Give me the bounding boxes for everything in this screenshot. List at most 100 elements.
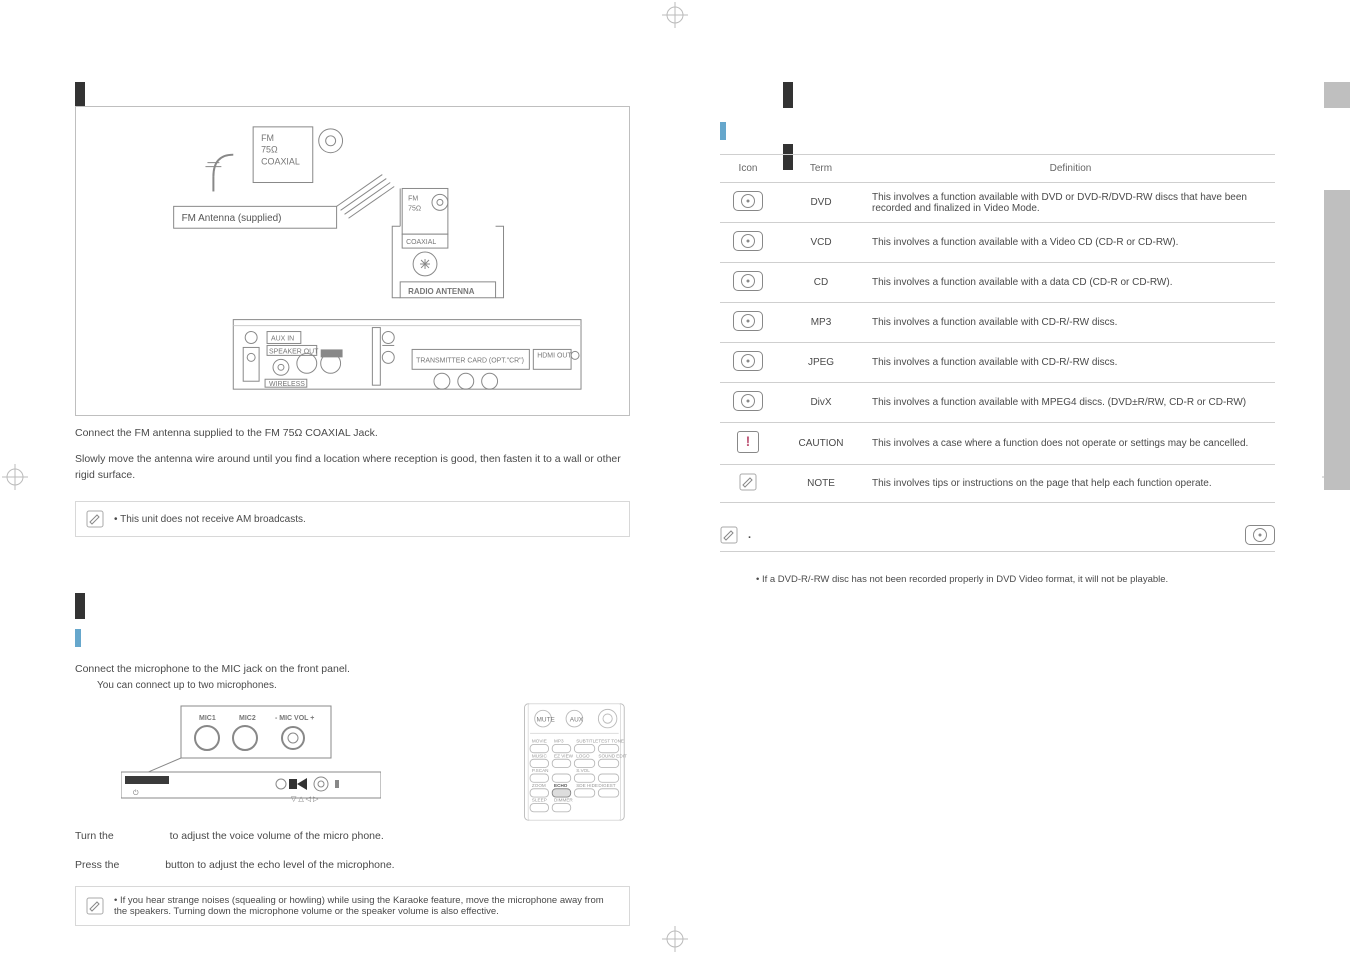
callout-period: . (748, 529, 751, 541)
cell-definition: This involves a function available with … (866, 383, 1275, 423)
svg-text:COAXIAL: COAXIAL (406, 239, 436, 246)
table-header-row: Icon Term Definition (720, 155, 1275, 183)
step-1-text: Connect the FM antenna supplied to the F… (75, 427, 378, 439)
fig-antenna-supplied-label: FM Antenna (supplied) (182, 213, 282, 224)
svg-text:SOUND EDIT: SOUND EDIT (599, 753, 628, 758)
svg-text:EZ VIEW: EZ VIEW (554, 753, 574, 758)
accent-bar-icon (720, 122, 726, 140)
registration-mark-top (662, 2, 688, 28)
note-box-karaoke: • If you hear strange noises (squealing … (75, 886, 630, 926)
svg-text:WIRELESS: WIRELESS (269, 381, 305, 388)
cell-term: DivX (776, 383, 866, 423)
cell-term: CD (776, 263, 866, 303)
svg-text:TRANSMITTER CARD (OPT."CR"): TRANSMITTER CARD (OPT."CR") (416, 357, 524, 364)
table-row: VCDThis involves a function available wi… (720, 223, 1275, 263)
table-row: JPEGThis involves a function available w… (720, 343, 1275, 383)
divider (720, 551, 1275, 552)
disc-icon (1245, 525, 1275, 545)
step-2: Slowly move the antenna wire around unti… (75, 452, 630, 484)
pencil-icon (720, 526, 738, 544)
table-row: DivXThis involves a function available w… (720, 383, 1275, 423)
svg-text:HDMI OUT: HDMI OUT (537, 352, 572, 359)
svg-text:MUSIC: MUSIC (532, 753, 548, 758)
remote-figure: MUTE AUX MOVIE MUSIC P.SCAN ZOOM (519, 702, 630, 822)
table-row: DVDThis involves a function available wi… (720, 183, 1275, 223)
svg-text:FM: FM (408, 195, 418, 202)
cell-definition: This involves a function available with … (866, 303, 1275, 343)
note-box-am: • This unit does not receive AM broadcas… (75, 501, 630, 537)
front-panel-figure: MIC1 MIC2 - MIC VOL + (121, 702, 381, 802)
cell-icon (720, 183, 776, 223)
svg-text:SUBTITLE: SUBTITLE (576, 739, 598, 744)
th-icon: Icon (720, 155, 776, 183)
caution-icon (737, 431, 759, 453)
cell-icon (720, 263, 776, 303)
disc-icon (733, 391, 763, 411)
registration-mark-left (2, 464, 28, 490)
svg-text:SDE HIDE: SDE HIDE (576, 783, 598, 788)
accent-bar-icon (75, 629, 81, 647)
icons-table: Icon Term Definition DVDThis involves a … (720, 154, 1275, 503)
cell-definition: This involves a function available with … (866, 343, 1275, 383)
svg-text:DIMMER: DIMMER (554, 798, 573, 803)
pencil-icon (739, 473, 757, 491)
svg-text:AUX IN: AUX IN (271, 335, 294, 342)
pencil-icon (86, 510, 104, 528)
mic-step-3: Press the button to adjust the echo leve… (75, 857, 630, 874)
cell-icon (720, 465, 776, 503)
cell-definition: This involves a function available with … (866, 183, 1275, 223)
cell-icon (720, 223, 776, 263)
disc-icon (733, 191, 763, 211)
note-am-text: • This unit does not receive AM broadcas… (114, 514, 306, 525)
footnote: • If a DVD-R/-RW disc has not been recor… (720, 574, 1275, 585)
page-root: FM 75Ω COAXIAL FM Antenna (supplied) (0, 0, 1350, 954)
table-row: CDThis involves a function available wit… (720, 263, 1275, 303)
mic-section: Connect the microphone to the MIC jack o… (75, 587, 630, 925)
svg-text:75Ω: 75Ω (261, 145, 278, 155)
svg-text:⏻: ⏻ (133, 789, 139, 797)
svg-text:- MIC VOL +: - MIC VOL + (275, 715, 314, 722)
cell-definition: This involves tips or instructions on th… (866, 465, 1275, 503)
svg-text:FM: FM (261, 133, 274, 143)
svg-text:DIGEST: DIGEST (599, 783, 616, 788)
mic-step-2: Turn the to adjust the voice volume of t… (75, 828, 630, 845)
svg-text:ECHO: ECHO (554, 783, 568, 788)
svg-text:COAXIAL: COAXIAL (261, 157, 300, 167)
right-column: Icon Term Definition DVDThis involves a … (720, 70, 1275, 884)
svg-text:MIC2: MIC2 (239, 715, 256, 722)
cell-term: JPEG (776, 343, 866, 383)
th-definition: Definition (866, 155, 1275, 183)
disc-icon (733, 351, 763, 371)
margin-band (1324, 190, 1350, 490)
cell-definition: This involves a function available with … (866, 263, 1275, 303)
svg-text:MIC1: MIC1 (199, 715, 216, 722)
cell-definition: This involves a function available with … (866, 223, 1275, 263)
svg-text:75Ω: 75Ω (408, 205, 421, 212)
th-term: Term (776, 155, 866, 183)
cell-term: NOTE (776, 465, 866, 503)
antenna-figure: FM 75Ω COAXIAL FM Antenna (supplied) (75, 106, 630, 416)
registration-mark-bottom (662, 926, 688, 952)
table-row: CAUTIONThis involves a case where a func… (720, 423, 1275, 465)
pencil-icon (86, 897, 104, 915)
cell-term: VCD (776, 223, 866, 263)
cell-icon (720, 423, 776, 465)
left-column: FM 75Ω COAXIAL FM Antenna (supplied) (75, 70, 630, 884)
step-2-text: Slowly move the antenna wire around unti… (75, 453, 621, 481)
note-karaoke-text: • If you hear strange noises (squealing … (114, 895, 619, 917)
cell-icon (720, 383, 776, 423)
svg-text:SLEEP: SLEEP (532, 798, 547, 803)
cell-icon (720, 303, 776, 343)
cell-term: DVD (776, 183, 866, 223)
cell-definition: This involves a case where a function do… (866, 423, 1275, 465)
svg-text:AUX: AUX (570, 716, 584, 723)
callout-row: . (720, 525, 1275, 545)
svg-text:TEST TONE: TEST TONE (599, 739, 625, 744)
svg-text:MUTE: MUTE (537, 716, 556, 723)
disc-icon (733, 311, 763, 331)
section-separator-right (720, 122, 1275, 140)
table-row: MP3This involves a function available wi… (720, 303, 1275, 343)
mic-sub-1: You can connect up to two microphones. (97, 678, 630, 694)
disc-icon (733, 231, 763, 251)
svg-text:LOGO: LOGO (576, 753, 590, 758)
